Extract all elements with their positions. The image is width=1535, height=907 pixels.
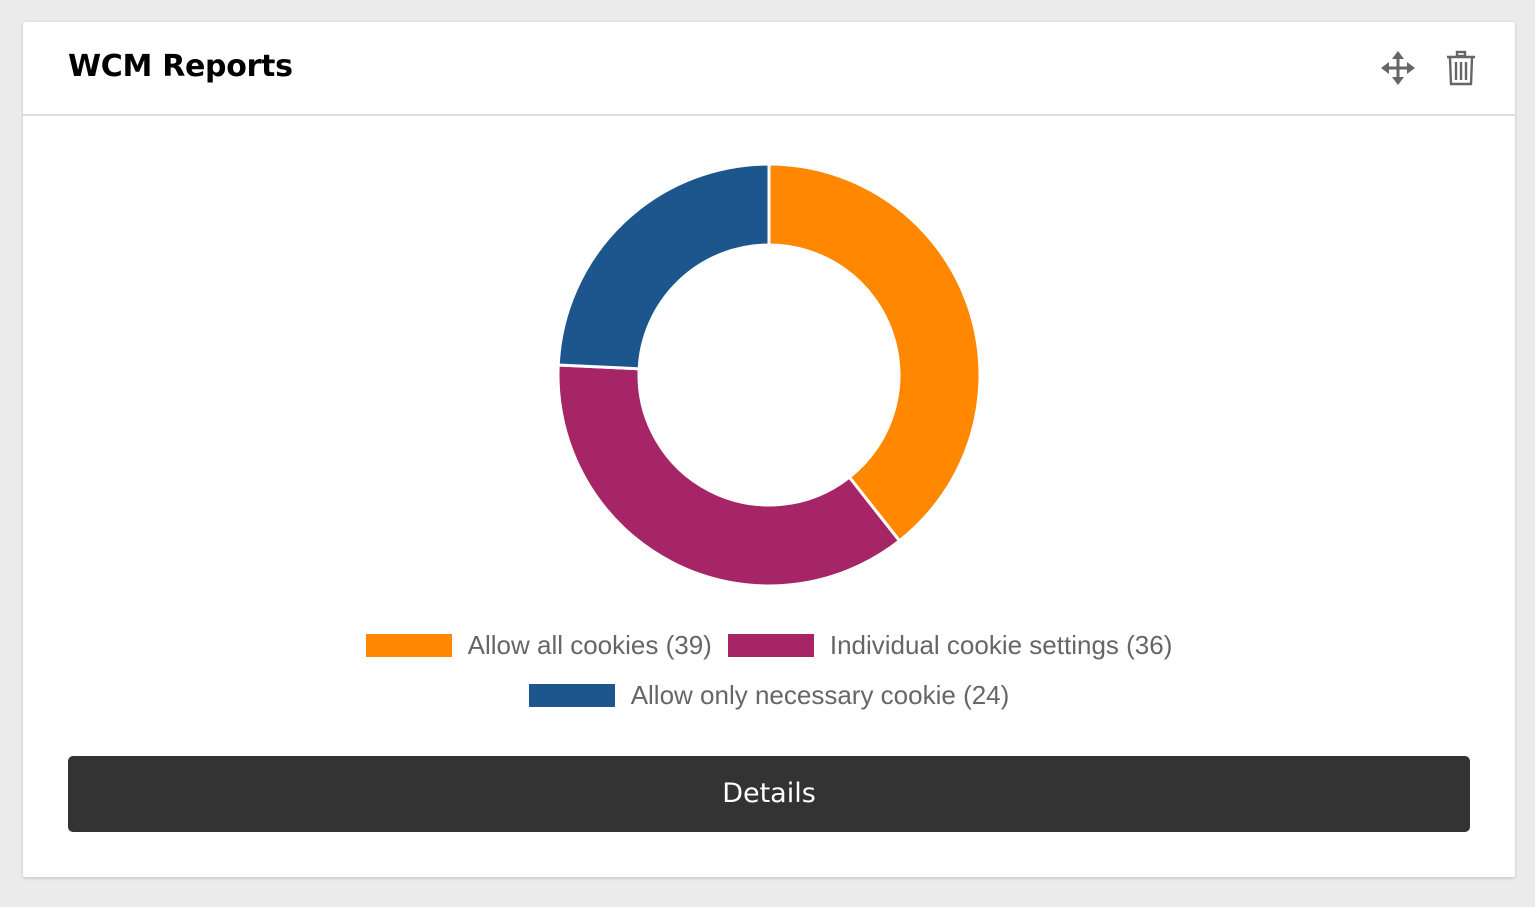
legend-swatch-allow-all [365, 633, 452, 657]
details-button[interactable]: Details [68, 756, 1470, 832]
donut-chart-svg [556, 162, 982, 588]
legend-swatch-individual [727, 633, 814, 657]
move-icon[interactable] [1380, 50, 1416, 86]
donut-slice-allow-all[interactable] [767, 162, 982, 543]
widget-header: WCM Reports [23, 22, 1515, 116]
wcm-reports-widget: WCM Reports [23, 22, 1515, 877]
legend-item-allow-all[interactable]: Allow all cookies (39) [365, 629, 712, 661]
legend-label-individual: Individual cookie settings (36) [829, 629, 1173, 660]
legend-item-necessary[interactable]: Allow only necessary cookie (24) [528, 679, 1010, 711]
widget-title: WCM Reports [68, 49, 293, 84]
legend-item-individual[interactable]: Individual cookie settings (36) [727, 629, 1173, 661]
legend-swatch-necessary [528, 683, 615, 707]
legend-row: Allow all cookies (39) Individual cookie… [23, 627, 1515, 663]
legend-label-necessary: Allow only necessary cookie (24) [630, 679, 1010, 710]
legend-row: Allow only necessary cookie (24) [23, 677, 1515, 713]
trash-icon[interactable] [1443, 50, 1479, 86]
donut-slice-individual[interactable] [556, 363, 902, 588]
donut-slice-necessary[interactable] [556, 162, 771, 371]
donut-chart: Allow all cookies (39) Individual cookie… [23, 116, 1515, 716]
legend-label-allow-all: Allow all cookies (39) [467, 629, 712, 660]
